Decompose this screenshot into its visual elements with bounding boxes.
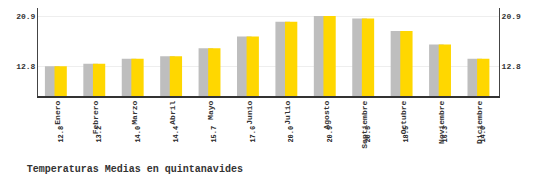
svg-text:Febrero: Febrero xyxy=(91,101,100,135)
svg-text:15.7: 15.7 xyxy=(210,126,218,143)
svg-text:Marzo: Marzo xyxy=(130,101,139,125)
svg-text:14.4: 14.4 xyxy=(172,126,180,143)
svg-text:Abril: Abril xyxy=(168,101,177,125)
svg-text:17.6: 17.6 xyxy=(249,126,257,143)
svg-text:20.9: 20.9 xyxy=(326,126,334,143)
svg-text:Octubre: Octubre xyxy=(399,101,408,135)
svg-text:20.9: 20.9 xyxy=(502,12,521,21)
svg-text:20.5: 20.5 xyxy=(364,126,372,143)
svg-text:Noviembre: Noviembre xyxy=(437,101,446,144)
svg-text:Temperaturas Medias en quintan: Temperaturas Medias en quintanavides xyxy=(27,164,243,174)
svg-text:12.8: 12.8 xyxy=(57,126,65,143)
svg-text:16.3: 16.3 xyxy=(441,126,449,143)
svg-text:Junio: Junio xyxy=(245,101,254,125)
svg-text:20.0: 20.0 xyxy=(287,126,295,143)
svg-text:Septiembre: Septiembre xyxy=(360,101,369,149)
svg-text:18.5: 18.5 xyxy=(402,126,410,143)
svg-text:Julio: Julio xyxy=(283,101,292,125)
svg-text:14.0: 14.0 xyxy=(479,126,487,143)
svg-text:Enero: Enero xyxy=(53,101,62,125)
svg-text:13.2: 13.2 xyxy=(95,126,103,143)
svg-text:12.8: 12.8 xyxy=(502,62,521,71)
svg-text:20.9: 20.9 xyxy=(16,12,35,21)
svg-text:Agosto: Agosto xyxy=(322,101,331,130)
svg-text:12.8: 12.8 xyxy=(16,62,35,71)
svg-text:Diciembre: Diciembre xyxy=(475,101,484,144)
svg-text:Mayo: Mayo xyxy=(206,101,215,120)
svg-text:14.0: 14.0 xyxy=(134,126,142,143)
